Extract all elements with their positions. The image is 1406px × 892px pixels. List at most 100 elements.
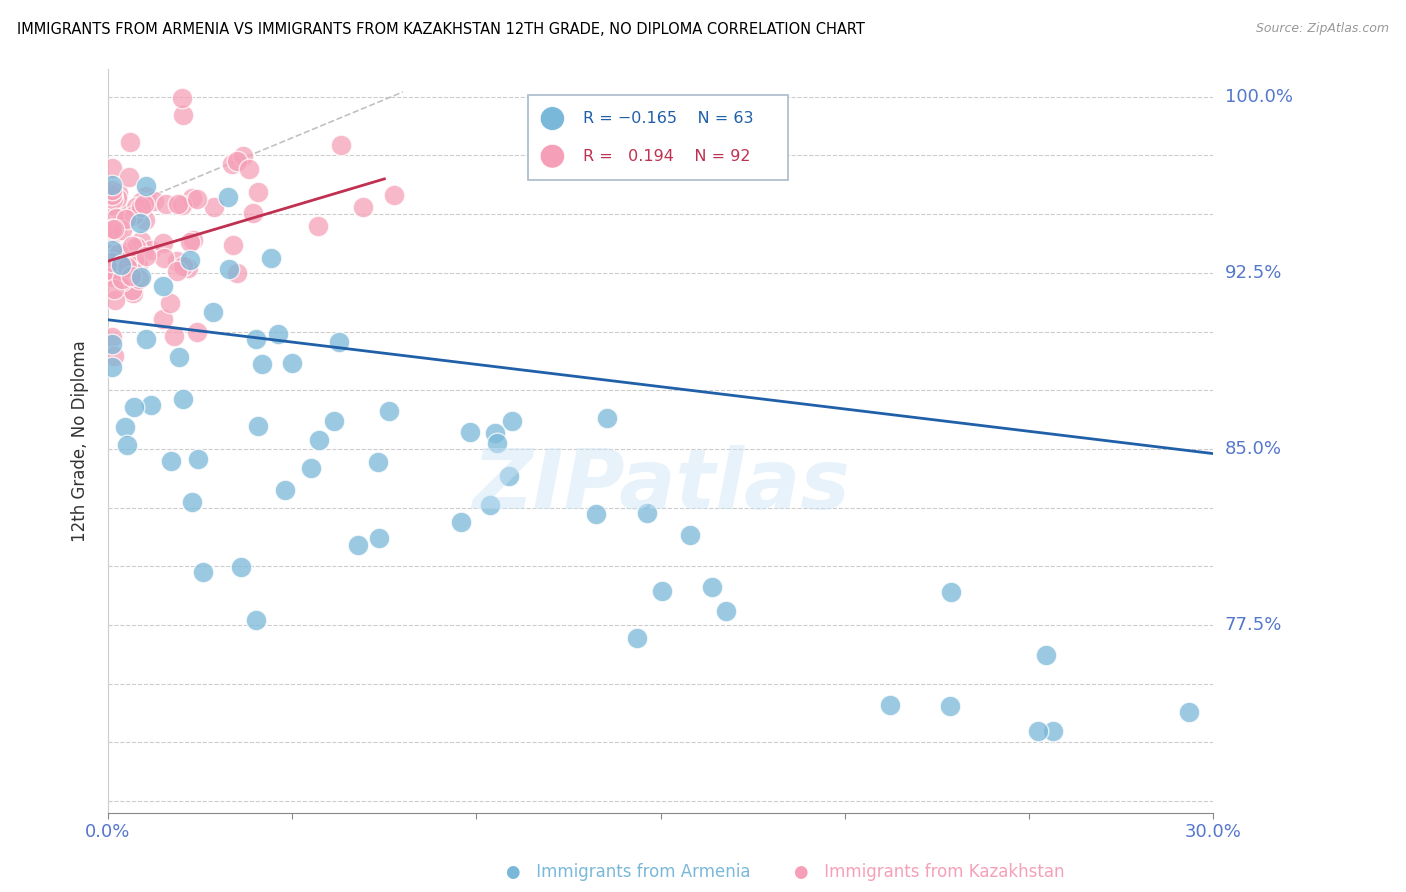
- Text: Source: ZipAtlas.com: Source: ZipAtlas.com: [1256, 22, 1389, 36]
- Point: [167, 351, 190, 365]
- Point: [179, 235, 201, 249]
- Point: [172, 260, 194, 274]
- Point: [179, 252, 201, 267]
- FancyBboxPatch shape: [529, 95, 787, 180]
- Point: [1026, 723, 1049, 738]
- Point: [104, 293, 127, 308]
- Point: [585, 507, 607, 521]
- Point: [107, 186, 129, 201]
- Point: [1035, 648, 1057, 663]
- Point: [100, 255, 122, 269]
- Point: [107, 191, 129, 205]
- Point: [100, 183, 122, 197]
- Point: [100, 330, 122, 344]
- Point: [330, 137, 353, 152]
- Point: [110, 223, 132, 237]
- Text: 77.5%: 77.5%: [1225, 616, 1282, 634]
- Text: R = −0.165    N = 63: R = −0.165 N = 63: [583, 111, 754, 126]
- Point: [202, 200, 225, 214]
- Point: [650, 583, 672, 598]
- Point: [100, 359, 122, 374]
- Point: [450, 515, 472, 529]
- Point: [100, 267, 122, 281]
- Point: [124, 400, 146, 414]
- Point: [121, 239, 143, 253]
- Point: [125, 200, 148, 214]
- Point: [121, 283, 143, 297]
- Point: [250, 357, 273, 371]
- Point: [226, 154, 249, 169]
- Point: [120, 268, 142, 283]
- Point: [153, 252, 176, 266]
- Point: [172, 108, 194, 122]
- Point: [120, 269, 142, 284]
- Point: [308, 434, 330, 448]
- Point: [281, 356, 304, 370]
- Point: [273, 483, 295, 497]
- Point: [221, 237, 243, 252]
- Point: [187, 452, 209, 467]
- Point: [716, 604, 738, 618]
- Point: [107, 245, 129, 260]
- Ellipse shape: [540, 145, 565, 168]
- Point: [159, 296, 181, 310]
- Point: [221, 157, 243, 171]
- Point: [367, 531, 389, 545]
- Point: [172, 392, 194, 406]
- Point: [218, 262, 240, 277]
- Point: [105, 211, 128, 225]
- Point: [134, 212, 156, 227]
- Point: [103, 227, 125, 241]
- Point: [191, 565, 214, 579]
- Point: [115, 438, 138, 452]
- Text: IMMIGRANTS FROM ARMENIA VS IMMIGRANTS FROM KAZAKHSTAN 12TH GRADE, NO DIPLOMA COR: IMMIGRANTS FROM ARMENIA VS IMMIGRANTS FR…: [17, 22, 865, 37]
- Point: [129, 234, 152, 248]
- Point: [1178, 706, 1201, 720]
- Point: [117, 169, 139, 184]
- Point: [166, 253, 188, 268]
- Point: [181, 233, 204, 247]
- Point: [679, 528, 702, 542]
- Point: [101, 243, 124, 257]
- Point: [939, 585, 962, 599]
- Point: [202, 305, 225, 319]
- Point: [135, 332, 157, 346]
- Point: [129, 200, 152, 214]
- Point: [226, 266, 249, 280]
- Text: ●   Immigrants from Armenia: ● Immigrants from Armenia: [506, 863, 751, 881]
- Point: [100, 187, 122, 202]
- Point: [229, 560, 252, 574]
- Point: [626, 632, 648, 646]
- Point: [135, 249, 157, 263]
- Point: [939, 698, 962, 713]
- Point: [160, 454, 183, 468]
- Point: [105, 222, 128, 236]
- Point: [135, 189, 157, 203]
- Point: [245, 613, 267, 627]
- Text: 100.0%: 100.0%: [1225, 87, 1292, 105]
- Point: [307, 219, 329, 234]
- Point: [479, 498, 502, 512]
- Point: [103, 249, 125, 263]
- Point: [103, 349, 125, 363]
- Point: [100, 263, 122, 277]
- Point: [232, 149, 254, 163]
- Point: [127, 258, 149, 272]
- Point: [110, 258, 132, 272]
- Point: [135, 179, 157, 194]
- Point: [128, 272, 150, 286]
- Point: [498, 469, 520, 483]
- Y-axis label: 12th Grade, No Diploma: 12th Grade, No Diploma: [72, 340, 89, 541]
- Point: [100, 161, 122, 175]
- Point: [129, 194, 152, 209]
- Point: [596, 411, 619, 425]
- Point: [112, 244, 135, 259]
- Point: [166, 264, 188, 278]
- Point: [382, 188, 405, 202]
- Point: [458, 425, 481, 439]
- Point: [103, 251, 125, 265]
- Point: [180, 191, 202, 205]
- Point: [101, 337, 124, 351]
- Point: [104, 200, 127, 214]
- Point: [103, 221, 125, 235]
